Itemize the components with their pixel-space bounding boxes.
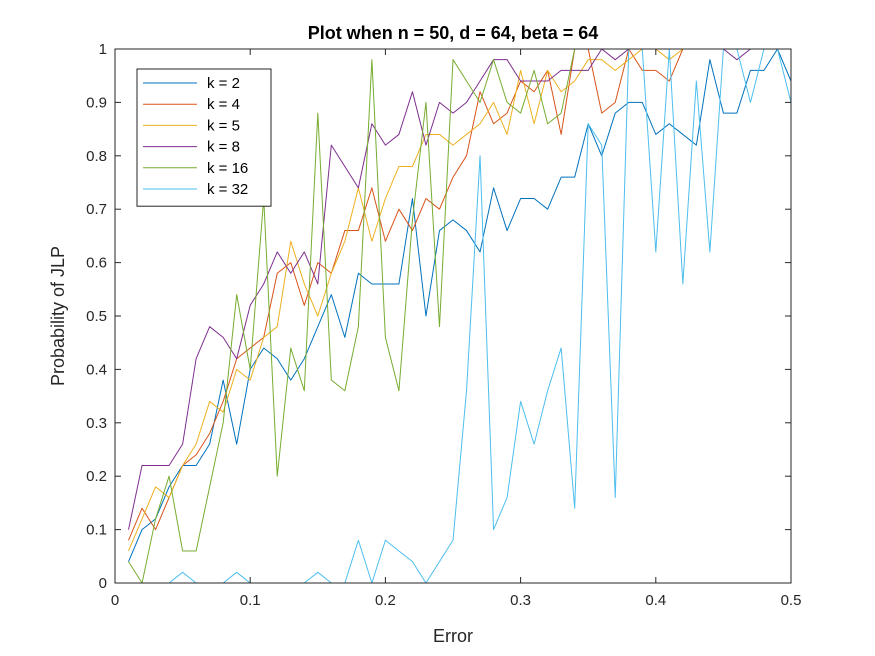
y-tick-label: 0.8 bbox=[86, 148, 107, 165]
y-tick-label: 0.5 bbox=[86, 308, 107, 325]
series-line-2 bbox=[128, 48, 791, 552]
legend-label-5: k = 32 bbox=[207, 181, 248, 198]
legend-box bbox=[136, 68, 272, 207]
legend-label-1: k = 4 bbox=[207, 96, 240, 113]
y-tick-label: 0 bbox=[99, 575, 107, 592]
legend: k = 2 k = 4 k = 5 k = 8 k = 16 k = 32 bbox=[136, 68, 272, 207]
chart-title: Plot when n = 50, d = 64, beta = 64 bbox=[308, 23, 599, 43]
x-tick-label: 0.5 bbox=[781, 592, 802, 609]
x-tick-label: 0.1 bbox=[240, 592, 261, 609]
y-axis-label: Probability of JLP bbox=[48, 246, 68, 386]
series-line-5 bbox=[128, 48, 792, 584]
x-tick-label: 0 bbox=[111, 592, 119, 609]
x-tick-label: 0.3 bbox=[510, 592, 531, 609]
y-tick-label: 0.9 bbox=[86, 94, 107, 111]
series-line-1 bbox=[128, 48, 791, 541]
y-tick-label: 1 bbox=[99, 41, 107, 58]
y-tick-label: 0.3 bbox=[86, 415, 107, 432]
x-tick-label: 0.2 bbox=[375, 592, 396, 609]
y-tick-label: 0.2 bbox=[86, 468, 107, 485]
legend-label-2: k = 5 bbox=[207, 117, 240, 134]
x-tick-label: 0.4 bbox=[645, 592, 666, 609]
x-axis-label: Error bbox=[433, 626, 473, 646]
series-line-0 bbox=[128, 48, 792, 562]
y-tick-label: 0.1 bbox=[86, 522, 107, 539]
y-tick-label: 0.7 bbox=[86, 201, 107, 218]
legend-label-4: k = 16 bbox=[207, 160, 248, 177]
legend-label-3: k = 8 bbox=[207, 139, 240, 156]
axes-layer: 0 0.1 0.2 0.3 0.4 0.5 0 0.1 0.2 0.3 0.4 0.5 0.6 0.7 0.… bbox=[86, 41, 801, 609]
legend-label-0: k = 2 bbox=[207, 75, 240, 92]
y-tick-label: 0.4 bbox=[86, 361, 107, 378]
y-tick-label: 0.6 bbox=[86, 255, 107, 272]
